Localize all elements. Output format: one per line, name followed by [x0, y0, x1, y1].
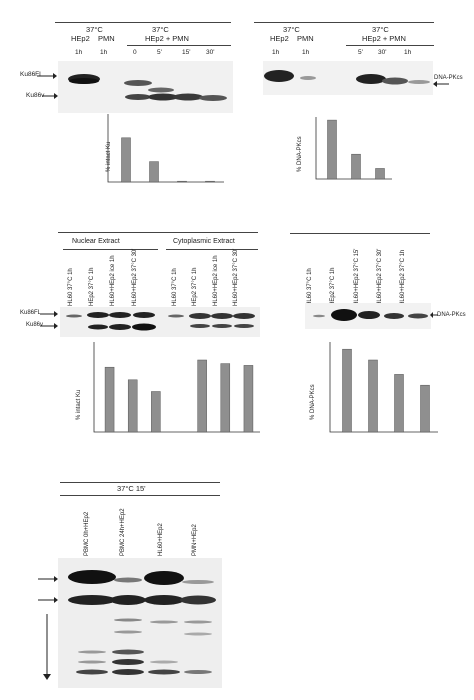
panel-e-header: 37°C 15'	[117, 484, 146, 493]
panel-c-nuclear-rule	[63, 249, 158, 250]
panel-a-temp-left: 37°C	[86, 25, 103, 34]
panel-c-cyto-rule	[166, 249, 258, 250]
chart-bar	[220, 363, 231, 433]
panel-a-lane-4: 5'	[157, 49, 162, 56]
panel-d-lane-3: HL60+HEp2 37°C 15'	[354, 248, 360, 306]
panel-b-lane-5: 1h	[404, 49, 412, 56]
panel-b-lane-2: 1h	[302, 49, 310, 56]
panel-a-band-top: Ku86FL	[20, 71, 43, 78]
panel-b-band-label: DNA-PKcs	[434, 75, 463, 81]
panel-b-blot	[263, 61, 433, 95]
panel-e-arrow-mid	[38, 597, 58, 603]
panel-c-lane-7: HL60+HEp2 ice 1h	[213, 255, 219, 306]
panel-a-cell-pmn: PMN	[98, 34, 115, 43]
panel-d-top-rule	[290, 233, 430, 234]
panel-d-lane-1: HL60 37°C 1h	[307, 268, 313, 306]
chart-bar	[375, 168, 385, 180]
panel-c-band-bottom: Ku86v	[26, 322, 44, 328]
panel-d-lane-4: HL60+HEp2 37°C 30'	[377, 248, 383, 306]
panel-a-arrow-top	[37, 73, 57, 79]
panel-e-arrow-top	[38, 576, 58, 582]
panel-a-chart	[107, 114, 224, 183]
panel-c-ylabel: % intact Ku	[76, 389, 82, 420]
panel-b-cell-pmn: PMN	[297, 34, 314, 43]
chart-axis	[93, 342, 260, 433]
panel-e-arrow-down	[43, 614, 51, 680]
panel-c-blot	[60, 307, 260, 337]
panel-b-cell-hep2: HEp2	[270, 34, 289, 43]
panel-a-lane-5: 15'	[182, 49, 191, 56]
panel-b-lane-1: 1h	[272, 49, 280, 56]
panel-b-top-rule	[254, 22, 434, 23]
chart-bar	[420, 384, 430, 433]
panel-e-lane-1: PBMC 0h+HEp2	[84, 511, 90, 556]
panel-b-lane-3: 5'	[358, 49, 363, 56]
panel-d-arrow	[430, 312, 438, 318]
panel-c-arrow-top	[40, 311, 58, 317]
chart-bar	[243, 365, 254, 433]
panel-c-lane-8: HL60+HEp2 37°C 30'	[233, 248, 239, 306]
panel-c-lane-6: HEp2 37°C 1h	[192, 267, 198, 306]
panel-b-ylabel: % DNA-PKcs	[297, 136, 303, 172]
panel-e-lane-3: HL60+HEp2	[158, 523, 164, 556]
panel-c-top-rule	[58, 232, 258, 233]
panel-a-group-rule	[127, 45, 231, 46]
panel-a-lane-3: 0	[133, 49, 137, 56]
panel-b-temp-right: 37°C	[372, 25, 389, 34]
chart-bar	[327, 119, 337, 180]
panel-d-band-label: DNA-PKcs	[437, 312, 466, 318]
panel-d-lane-2: HEp2 37°C 1h	[330, 267, 336, 306]
panel-a-lane-1: 1h	[75, 49, 83, 56]
chart-bar	[127, 379, 138, 433]
panel-a-top-rule	[55, 22, 231, 23]
chart-bar	[342, 348, 352, 433]
panel-a-lane-6: 30'	[206, 49, 215, 56]
panel-c-lane-2: HEp2 37°C 1h	[89, 267, 95, 306]
panel-b-group: HEp2 + PMN	[362, 34, 406, 43]
chart-axis	[315, 117, 392, 180]
chart-bar	[151, 391, 161, 433]
chart-bar	[351, 153, 361, 180]
panel-a-arrow-bottom	[42, 93, 58, 99]
panel-a-blot	[58, 61, 233, 113]
chart-bar	[205, 180, 215, 183]
panel-d-lane-5: HL60+HEp2 37°C 1h	[400, 249, 406, 306]
panel-b-chart	[315, 117, 392, 180]
panel-c-chart	[93, 342, 260, 433]
panel-e-blot	[58, 558, 222, 688]
panel-a-lane-2: 1h	[100, 49, 108, 56]
chart-bar	[368, 359, 378, 433]
panel-e-top-rule	[60, 482, 220, 483]
panel-e-lane-2: PBMC 24h+HEp2	[120, 508, 126, 556]
panel-c-header-cyto: Cytoplasmic Extract	[173, 238, 235, 245]
panel-b-arrow	[433, 81, 449, 87]
panel-c-lane-3: HL60+HEp2 ice 1h	[110, 255, 116, 306]
chart-bar	[104, 366, 115, 433]
panel-a-cell-hep2: HEp2	[71, 34, 90, 43]
panel-a-group: HEp2 + PMN	[145, 34, 189, 43]
panel-c-arrow-bottom	[40, 323, 58, 329]
chart-bar	[394, 374, 404, 433]
panel-a-ylabel: % intact Ku	[106, 141, 112, 172]
panel-c-band-top: Ku86FL	[20, 310, 42, 316]
panel-e-lane-4: PMN+HEp2	[192, 524, 198, 556]
panel-b-temp-left: 37°C	[283, 25, 300, 34]
panel-d-blot	[305, 303, 431, 329]
chart-bar	[177, 180, 187, 183]
panel-c-lane-1: HL60 37°C 1h	[68, 268, 74, 306]
panel-d-ylabel: % DNA-PKcs	[310, 384, 316, 420]
panel-c-header-nuclear: Nuclear Extract	[72, 238, 120, 245]
panel-b-lane-4: 30'	[378, 49, 387, 56]
chart-bar	[121, 137, 131, 183]
panel-b-group-rule	[346, 45, 434, 46]
panel-a-temp-right: 37°C	[152, 25, 169, 34]
panel-c-lane-5: HL60 37°C 1h	[172, 268, 178, 306]
panel-e-header-rule	[60, 495, 220, 496]
chart-bar	[197, 359, 207, 433]
panel-d-chart	[329, 342, 438, 433]
chart-bar	[149, 161, 159, 183]
panel-c-lane-4: HL60+HEp2 37°C 30'	[132, 248, 138, 306]
panel-a-band-bottom: Ku86v	[26, 92, 45, 99]
